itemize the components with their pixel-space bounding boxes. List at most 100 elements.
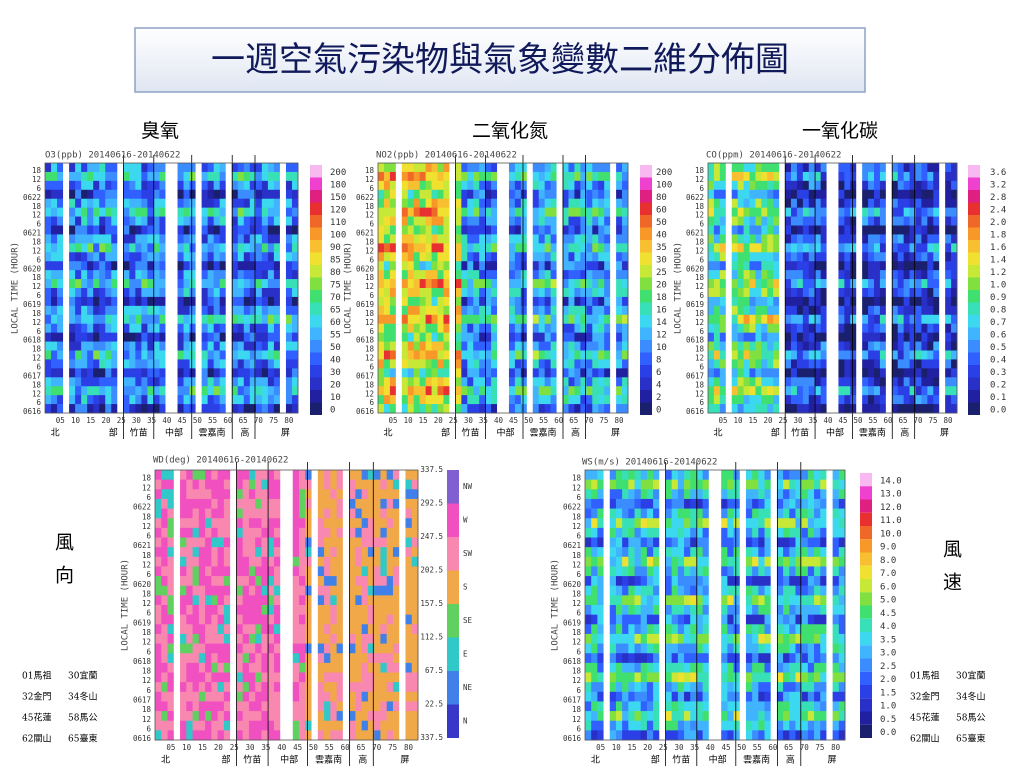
- heatmap-cell: [939, 189, 946, 200]
- heatmap-cell: [57, 395, 64, 405]
- heatmap-cell: [791, 359, 798, 369]
- heatmap-cell: [211, 730, 219, 741]
- colorbar-label: 1.2: [990, 268, 1006, 278]
- y-tick-label: 0618: [686, 336, 705, 345]
- heatmap-cell: [725, 395, 733, 405]
- heatmap-cell: [81, 368, 88, 378]
- x-tick-label: 55: [868, 416, 877, 425]
- y-tick-label: 0617: [23, 371, 41, 380]
- heatmap-cell: [161, 614, 168, 625]
- heatmap-cell: [180, 479, 187, 490]
- heatmap-cell: [171, 207, 178, 217]
- heatmap-cell: [399, 672, 406, 683]
- heatmap-cell: [927, 261, 934, 271]
- heatmap-cell: [183, 386, 190, 396]
- heatmap-cell: [273, 296, 281, 307]
- heatmap-cell: [389, 163, 397, 173]
- heatmap-cell: [915, 207, 922, 217]
- heatmap-cell: [874, 234, 881, 244]
- heatmap-cell: [951, 395, 958, 405]
- heatmap-cell: [574, 377, 581, 387]
- heatmap-cell: [820, 377, 827, 387]
- y-tick-label: 0617: [686, 371, 704, 380]
- heatmap-cell: [248, 682, 256, 693]
- heatmap-cell: [485, 180, 492, 191]
- heatmap-cell: [223, 576, 231, 587]
- y-tick-label: 12: [695, 211, 704, 220]
- heatmap-cell: [367, 585, 375, 596]
- heatmap-cell: [592, 386, 599, 396]
- heatmap-cell: [443, 225, 450, 235]
- heatmap-cell: [467, 189, 474, 200]
- heatmap-cell: [719, 171, 727, 182]
- heatmap-cell: [324, 479, 331, 490]
- heatmap-cell: [431, 341, 438, 351]
- heatmap-cell: [755, 279, 762, 289]
- heatmap-cell: [467, 359, 474, 369]
- heatmap-cell: [63, 270, 70, 280]
- heatmap-cell: [75, 305, 82, 316]
- y-tick-label: 6: [36, 184, 41, 193]
- heatmap-cell: [299, 662, 306, 673]
- heatmap-cell: [69, 216, 76, 226]
- heatmap-cell: [180, 576, 187, 587]
- heatmap: [155, 470, 419, 741]
- heatmap-cell: [556, 332, 563, 342]
- heatmap-cell: [431, 270, 438, 280]
- heatmap-cell: [767, 180, 774, 191]
- x-tick-label: 55: [208, 416, 217, 425]
- heatmap-cell: [217, 605, 225, 616]
- heatmap-cell: [213, 288, 221, 298]
- heatmap-cell: [117, 225, 124, 235]
- heatmap-cell: [568, 296, 575, 307]
- heatmap-cell: [725, 163, 733, 173]
- heatmap-cell: [491, 261, 498, 271]
- heatmap-cell: [856, 341, 863, 351]
- heatmap-cell: [242, 633, 250, 644]
- heatmap-cell: [186, 643, 193, 654]
- heatmap-cell: [610, 296, 617, 307]
- heatmap-cell: [725, 252, 733, 262]
- heatmap-cell: [939, 216, 946, 226]
- heatmap-cell: [820, 296, 827, 307]
- heatmap-cell: [273, 672, 281, 683]
- heatmap-cell: [87, 261, 94, 271]
- heatmap-cell: [81, 225, 88, 235]
- heatmap-cell: [165, 225, 172, 235]
- heatmap-cell: [708, 359, 715, 369]
- heatmap-cell: [574, 180, 581, 191]
- heatmap-cell: [419, 198, 427, 209]
- heatmap-cell: [219, 377, 227, 387]
- heatmap-cell: [267, 576, 275, 587]
- heatmap-cell: [832, 270, 839, 280]
- heatmap-cell: [785, 323, 792, 334]
- heatmap-cell: [223, 653, 231, 664]
- heatmap-cell: [213, 314, 221, 325]
- heatmap-cell: [186, 576, 193, 587]
- heatmap-cell: [99, 243, 106, 253]
- heatmap-cell: [267, 296, 275, 307]
- heatmap-cell: [473, 404, 480, 414]
- heatmap-cell: [796, 207, 804, 217]
- heatmap-cell: [491, 279, 498, 289]
- heatmap-cell: [497, 314, 504, 325]
- heatmap-cell: [431, 395, 438, 405]
- heatmap-cell: [45, 180, 52, 191]
- heatmap-cell: [57, 368, 64, 378]
- heatmap-cell: [838, 243, 845, 253]
- heatmap-cell: [129, 341, 136, 351]
- heatmap-cell: [785, 395, 792, 405]
- heatmap-cell: [378, 314, 385, 325]
- heatmap-cell: [123, 243, 130, 253]
- heatmap-cell: [491, 288, 498, 298]
- heatmap-cell: [205, 653, 212, 664]
- heatmap-cell: [205, 585, 212, 596]
- heatmap-cell: [574, 332, 581, 342]
- heatmap-cell: [180, 537, 187, 548]
- heatmap-cell: [255, 395, 263, 405]
- heatmap-cell: [330, 701, 337, 712]
- heatmap-cell: [874, 314, 881, 325]
- heatmap-cell: [868, 279, 875, 289]
- heatmap-cell: [349, 595, 356, 606]
- heatmap-cell: [292, 527, 300, 538]
